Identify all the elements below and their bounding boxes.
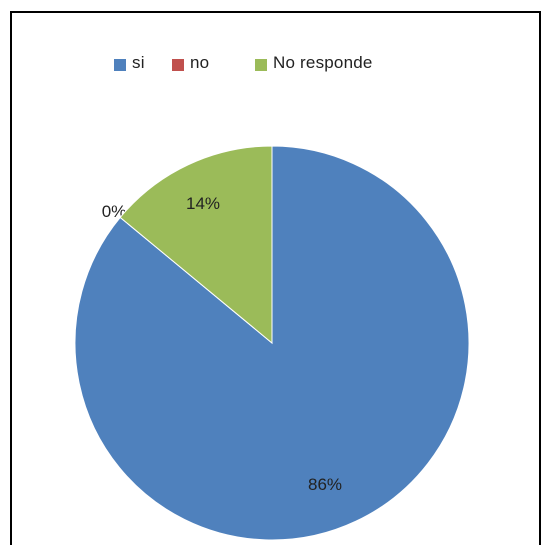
data-label-no-responde: 14% — [186, 194, 220, 213]
data-label-no: 0% — [102, 202, 127, 221]
pie-slice-si — [74, 145, 470, 541]
pie-chart: 86% 0% 14% — [74, 145, 470, 541]
legend-swatch-si — [114, 59, 126, 71]
pie-slice-no-responde — [119, 145, 273, 345]
legend-label-si: si — [132, 53, 145, 72]
legend-swatch-no — [172, 59, 184, 71]
legend: si no No responde — [12, 47, 539, 87]
chart-area: si no No responde 86% 0% 14% — [10, 11, 541, 545]
legend-label-no: no — [190, 53, 210, 72]
data-label-si: 86% — [308, 475, 342, 494]
legend-label-no-responde: No responde — [273, 53, 373, 72]
legend-swatch-no-responde — [255, 59, 267, 71]
